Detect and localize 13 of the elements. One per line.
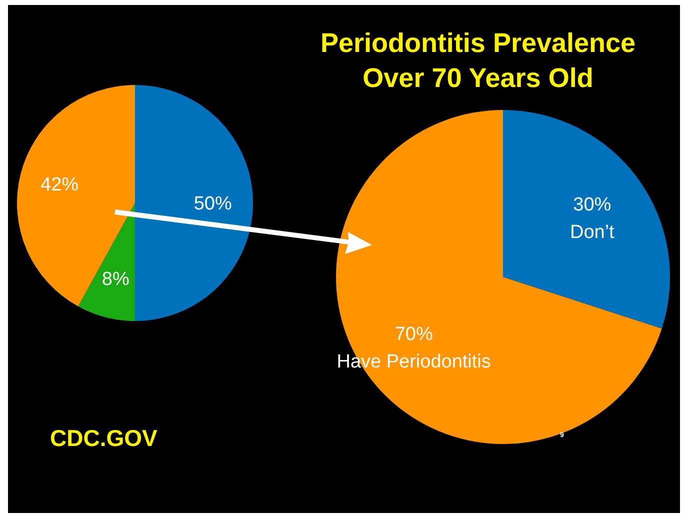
data-label: 50% bbox=[194, 194, 232, 215]
pie-slice bbox=[135, 85, 253, 321]
data-label: 42% bbox=[40, 174, 79, 196]
slice-label: Don’t bbox=[570, 222, 616, 243]
text: CDC.GOV bbox=[50, 425, 158, 451]
data-label: 8% bbox=[102, 269, 130, 290]
pie-slice bbox=[78, 203, 135, 321]
pie-slice bbox=[503, 110, 670, 329]
pie-slice bbox=[336, 110, 662, 444]
pie-slice bbox=[17, 85, 135, 306]
data-label: 70% bbox=[394, 324, 433, 345]
data-label: 30% bbox=[573, 194, 612, 216]
chart-title: Periodontitis Prevalence Over 70 Years Old bbox=[320, 28, 636, 93]
